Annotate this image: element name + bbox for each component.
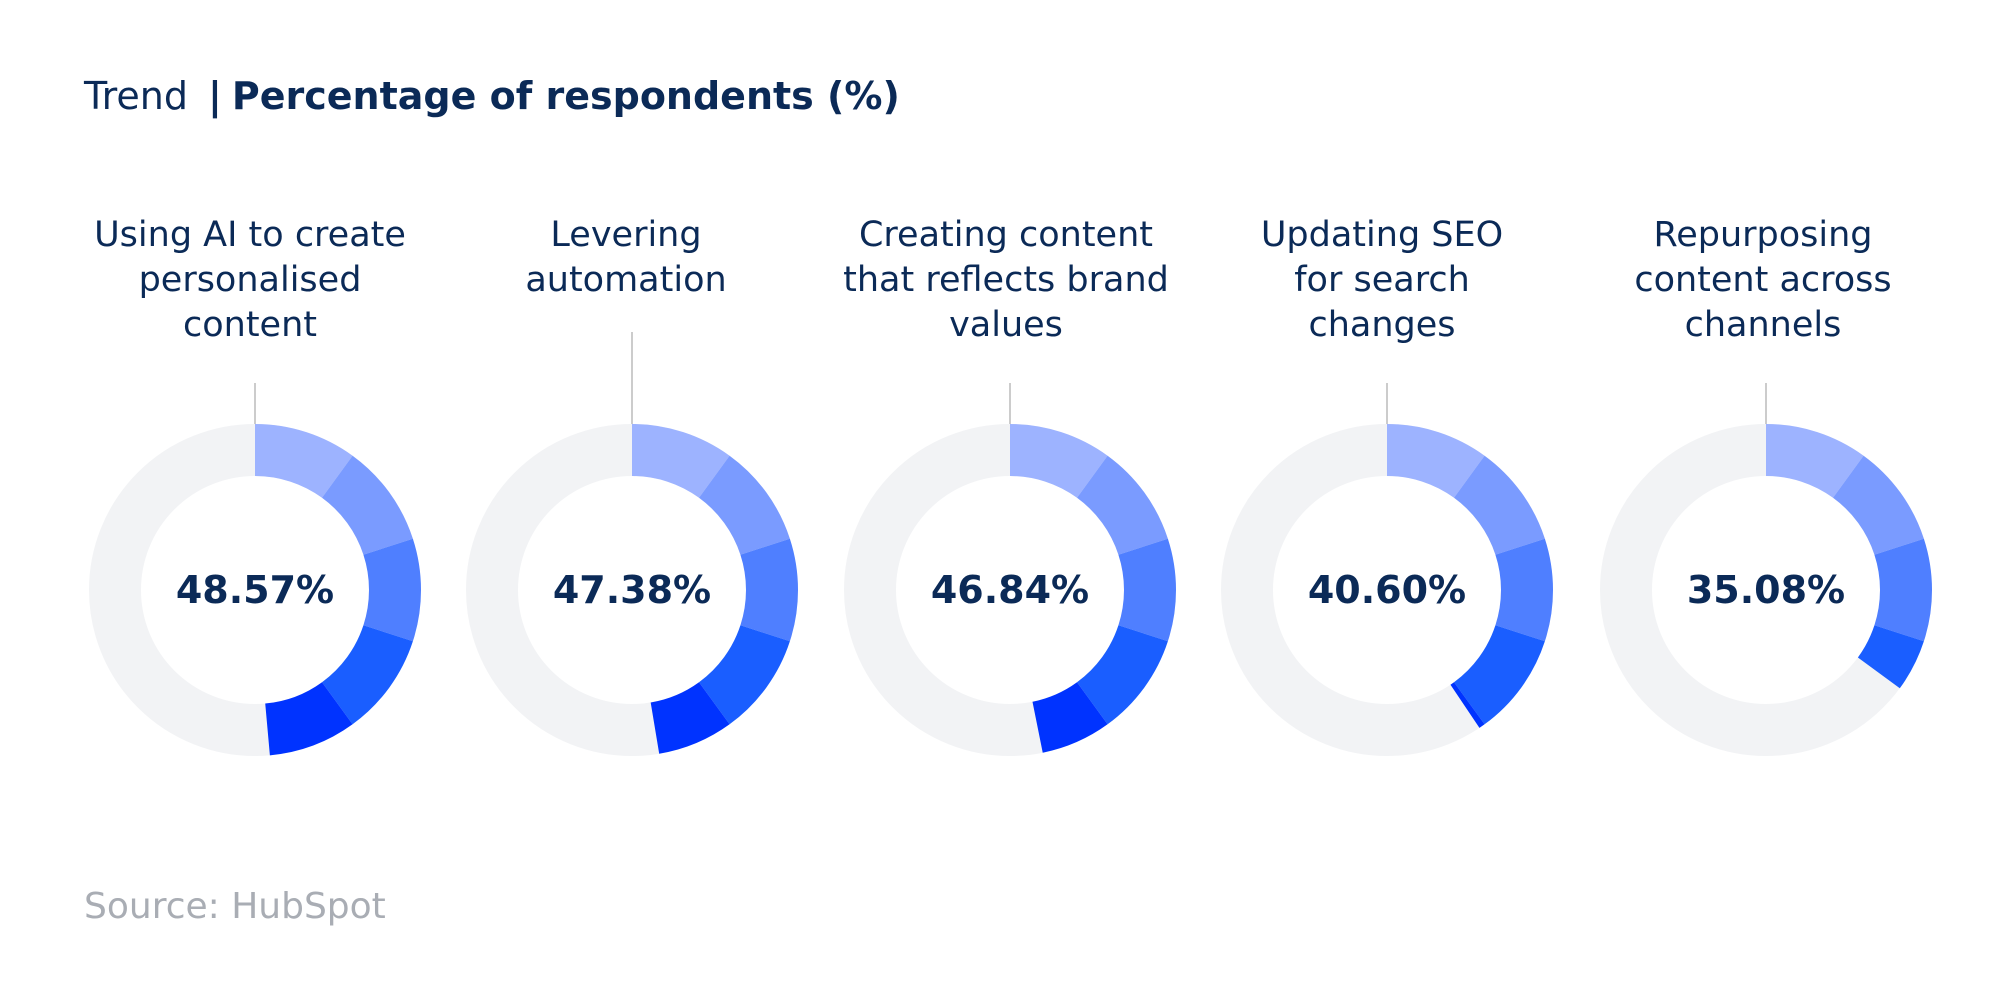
category-label: Levering automation <box>525 215 727 300</box>
donut-segment <box>1874 538 1933 642</box>
title-trend: Trend <box>84 74 188 118</box>
category-label: Creating content that reflects brand val… <box>843 215 1169 345</box>
donut-segment <box>650 682 730 754</box>
title-subtitle: Percentage of respondents (%) <box>231 74 900 118</box>
donut-segment <box>1077 455 1168 555</box>
chart-title: Trend | Percentage of respondents (%) <box>84 66 900 126</box>
donut-segment <box>1450 682 1485 728</box>
donut-segment <box>1454 455 1545 555</box>
donut-segment <box>1077 625 1168 725</box>
value-label: 35.08% <box>1687 568 1845 612</box>
source-note: Source: HubSpot <box>84 886 386 927</box>
donut-segment <box>1766 424 1864 498</box>
donut-segment <box>265 682 353 756</box>
category-label: Using AI to create personalised content <box>94 215 406 345</box>
donut-segment <box>1833 455 1924 555</box>
donut-segment <box>632 424 730 498</box>
category-label: Repurposing content across channels <box>1634 215 1892 345</box>
donut-segment <box>699 625 790 725</box>
donut-segment <box>1495 538 1554 642</box>
donut-segment <box>1010 424 1108 498</box>
donut-segment <box>1387 424 1485 498</box>
donut-segment <box>740 538 799 642</box>
donut-segment <box>255 424 353 498</box>
donut-segment <box>1032 682 1108 753</box>
value-label: 48.57% <box>176 568 334 612</box>
donut-segment <box>322 455 413 555</box>
donut-segment <box>699 455 790 555</box>
donut-segment <box>1454 625 1545 725</box>
category-label: Updating SEO for search changes <box>1260 215 1504 345</box>
donut-segment <box>1857 625 1924 689</box>
title-separator: | <box>208 74 222 118</box>
donut-segment <box>363 538 422 642</box>
donut-segment <box>322 625 413 725</box>
value-label: 46.84% <box>931 568 1089 612</box>
value-label: 40.60% <box>1308 568 1466 612</box>
value-label: 47.38% <box>553 568 711 612</box>
donut-segment <box>1118 538 1177 642</box>
